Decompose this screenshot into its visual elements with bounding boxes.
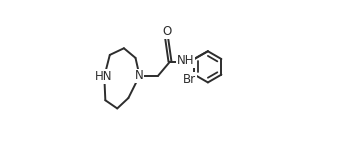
Text: N: N	[135, 69, 144, 82]
Text: Br: Br	[183, 73, 196, 86]
Text: NH: NH	[177, 54, 194, 67]
Text: HN: HN	[95, 70, 112, 83]
Text: O: O	[162, 25, 172, 38]
